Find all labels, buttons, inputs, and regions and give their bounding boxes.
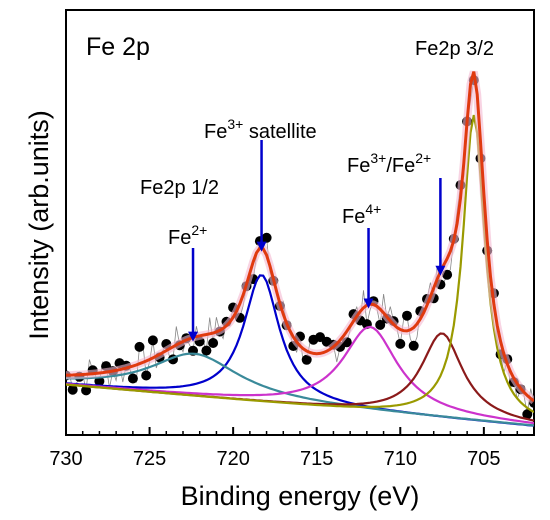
data-point bbox=[67, 384, 78, 395]
data-point bbox=[141, 370, 152, 381]
annotation-arrows bbox=[188, 140, 446, 342]
arrow-head bbox=[188, 331, 199, 342]
x-tick-label: 725 bbox=[133, 448, 166, 470]
data-point bbox=[301, 354, 312, 365]
label-fe2: Fe2+ bbox=[168, 222, 207, 249]
y-axis-title: Intensity (arb.units) bbox=[24, 110, 54, 340]
data-point bbox=[408, 340, 419, 351]
label-fe2p12: Fe2p 1/2 bbox=[140, 177, 219, 199]
fit-envelope bbox=[66, 71, 534, 403]
x-tick-label: 705 bbox=[467, 448, 500, 470]
data-point bbox=[147, 335, 158, 346]
data-point bbox=[201, 345, 212, 356]
data-point bbox=[522, 409, 533, 420]
data-point bbox=[127, 373, 138, 384]
x-ticks: 730 725 720 715 710 705 bbox=[49, 427, 519, 470]
label-fe3-fe2: Fe3+/Fe2+ bbox=[347, 150, 431, 177]
data-point bbox=[208, 338, 219, 348]
x-tick-label: 715 bbox=[300, 448, 333, 470]
data-layer bbox=[66, 70, 534, 427]
fit-component-1 bbox=[66, 352, 534, 427]
x-tick-label: 710 bbox=[384, 448, 417, 470]
arrow-head bbox=[363, 298, 374, 309]
fit-component-2 bbox=[66, 325, 534, 425]
label-fe3-satellite: Fe3+ satellite bbox=[204, 116, 317, 143]
fit-component-4 bbox=[66, 114, 534, 414]
label-fe4: Fe4+ bbox=[342, 201, 381, 228]
data-point bbox=[402, 310, 412, 321]
label-fe2p32: Fe2p 3/2 bbox=[415, 38, 494, 60]
panel-label: Fe 2p bbox=[86, 33, 150, 61]
data-point bbox=[261, 232, 272, 243]
data-point bbox=[395, 338, 406, 349]
arrow-head bbox=[435, 265, 446, 276]
arrow-head bbox=[256, 241, 267, 252]
data-point bbox=[81, 385, 92, 396]
x-axis-title: Binding energy (eV) bbox=[181, 481, 420, 511]
x-tick-label: 730 bbox=[49, 448, 82, 470]
data-point bbox=[134, 341, 145, 352]
x-tick-label: 720 bbox=[216, 448, 249, 470]
data-point bbox=[94, 376, 105, 387]
data-point bbox=[375, 319, 386, 330]
